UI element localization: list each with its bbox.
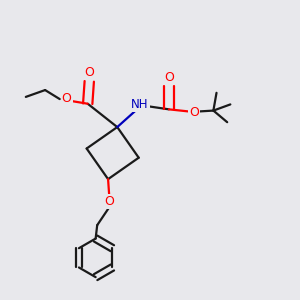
Text: O: O [189, 106, 199, 118]
Text: O: O [164, 71, 174, 84]
Text: NH: NH [131, 98, 149, 111]
Text: O: O [105, 195, 115, 208]
Text: O: O [84, 66, 94, 79]
Text: O: O [61, 92, 71, 105]
